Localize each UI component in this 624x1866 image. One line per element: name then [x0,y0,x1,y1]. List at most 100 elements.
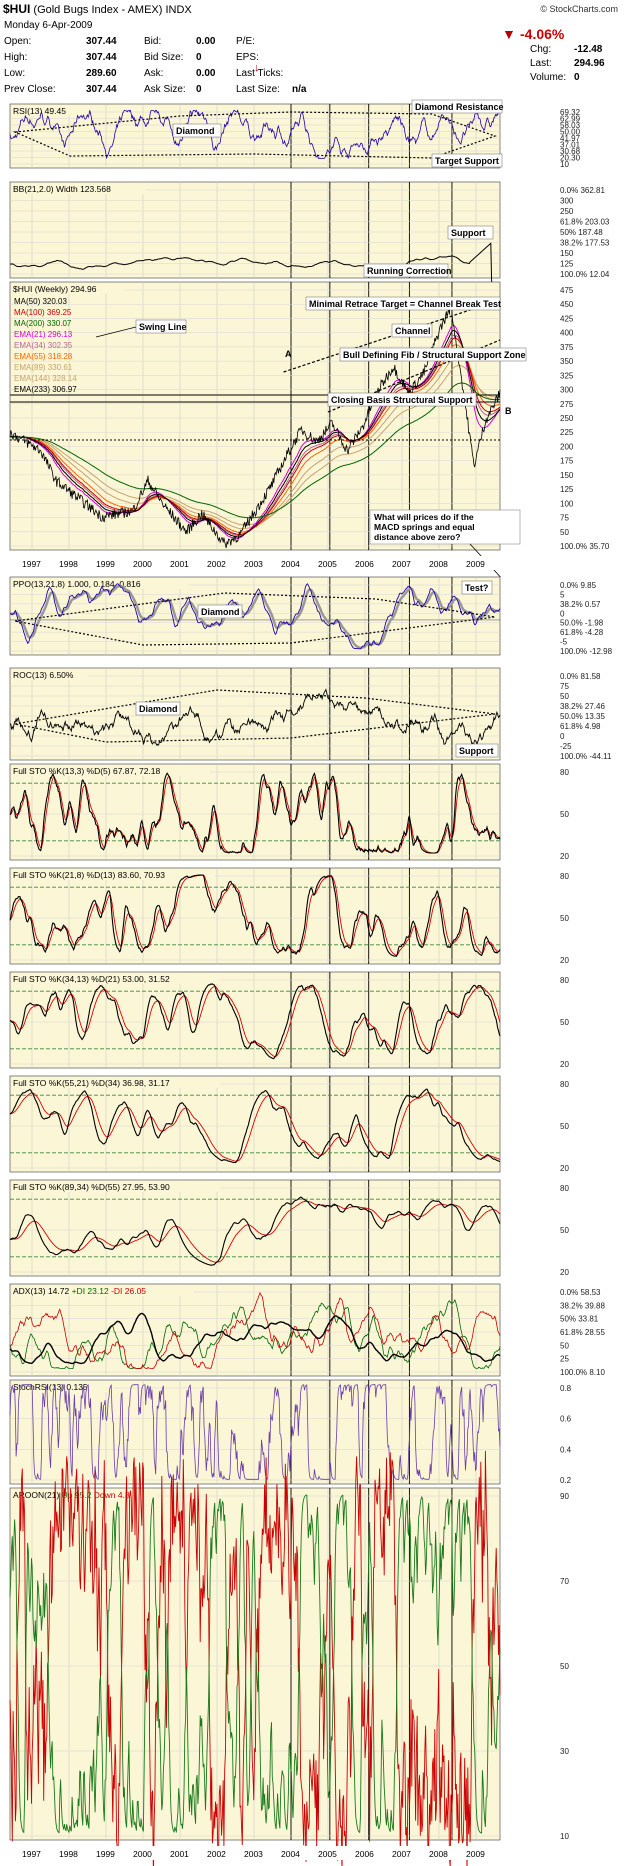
sto3-d-line [10,986,501,1057]
rsi-axis-label-1: 62.99 [560,115,581,124]
sto4-title: Full STO %K(55,21) %D(34) 36.98, 31.17 [13,1078,170,1088]
sto4-axis-label-2: 20 [560,1164,569,1173]
bb-axis-label-7: 125 [560,260,574,269]
bottom-year-axis-band [0,1846,624,1860]
price-legend-7: EMA(144) 328.14 [14,374,77,383]
ppo-annotation-test-box [461,580,493,595]
quote-row-3-l2: Ask Size: [144,84,186,95]
adx-axis-label-4: 50 [560,1341,569,1350]
sto3-title-bg [11,973,221,984]
price-axis-label-15: 100 [560,499,574,508]
roc-axis-label-1: 75 [560,682,569,691]
quote-header: $HUI (Gold Bugs Index - AMEX) INDX © Sto… [0,0,624,104]
sto4-d-line [9,1092,501,1162]
quote-date: Monday 6-Apr-2009 [4,20,93,31]
roc-diamond [14,689,496,743]
sto3-k-line [9,983,501,1060]
price-label-a: A [285,349,292,359]
adx-title-seg-2: -DI 26.05 [111,1286,146,1296]
price-year-axis-2002: 2002 [207,559,226,569]
price-annotation-swing-line-box [135,319,187,334]
rsi-annotation-target-support-box [431,153,503,168]
quote-row-3-v3: n/a [292,84,307,95]
price-year-axis-1998: 1998 [59,559,78,569]
price-annotation-channel: Channel [395,326,431,336]
roc-axis-label-3: 38.2% 27.46 [560,702,605,711]
roc-axis-label-6: 0 [560,732,565,741]
rsi-axis-label-4: 41.97 [560,134,581,143]
price-axis-label-16: 75 [560,514,569,523]
sto2-axis-label-2: 20 [560,956,569,965]
price-channel-top [283,299,501,373]
price-annotation-swing-line: Swing Line [139,322,187,332]
adx-axis-label-0: 0.0% 58.53 [560,1288,601,1297]
quote-row-1-v2: 0 [196,52,202,63]
bottom-year-axis-2004: 2004 [281,1849,300,1859]
bb-axis-label-6: 150 [560,249,574,258]
rsi-line [9,109,500,160]
ppo-axis-label-7: 100.0% -12.98 [560,647,613,656]
price-year-axis-2007: 2007 [392,559,411,569]
price-annotation-closing-support-box [327,392,477,407]
bb-title-bg [11,183,147,194]
quote-row-1-l3: EPS: [236,52,259,63]
price-swing-pointer [95,326,137,338]
stochrsi-axis-label-3: 0.2 [560,1476,572,1485]
last-tick-down-icon: ↓ [254,62,260,74]
bb-annotation-running-correction-box [363,263,449,278]
aroon-title-bg [11,1489,157,1500]
sto1-axis-label-1: 50 [560,810,569,819]
price-annotation-closing-support: Closing Basis Structural Support [331,395,473,405]
sto4-axis-label-0: 80 [560,1080,569,1089]
rsi-diamond [12,111,497,159]
bottom-year-axis-2000: 2000 [133,1849,152,1859]
bb-axis-label-0: 0.0% 362.81 [560,186,605,195]
sto1-title-bg [11,765,210,776]
sto1-axis-label-0: 80 [560,768,569,777]
stochrsi-axis-label-2: 0.4 [560,1445,572,1454]
rsi-axis-label-8: 10 [560,160,569,169]
sto1-axis-label-2: 20 [560,852,569,861]
price-year-axis-2004: 2004 [281,559,300,569]
sto2-d-line [9,874,501,956]
rsi-axis-label-5: 37.01 [560,141,581,150]
adx-title-bg [11,1285,194,1296]
price-axis-label-0: 475 [560,286,574,295]
sto2-k-line [9,874,501,957]
bb-annotation-support: Support [451,228,486,238]
roc-axis-label-7: -25 [560,742,572,751]
bottom-year-axis-2003: 2003 [244,1849,263,1859]
bottom-year-axis-2005: 2005 [318,1849,337,1859]
quote-row-0-v1: 307.44 [86,36,117,47]
ppo-title-bg [11,578,189,589]
right-quote-value-0: -12.48 [574,44,603,55]
price-axis-label-1: 450 [560,300,574,309]
sto4-axis-label-1: 50 [560,1122,569,1131]
price-year-axis-1999: 1999 [96,559,115,569]
price-legend-1: MA(100) 369.25 [14,308,72,317]
rsi-annotation-diamond-resistance: Diamond Resistance [415,102,504,112]
ppo-axis-label-5: 61.8% -4.28 [560,628,604,637]
sto2-title-bg [11,869,216,880]
adx-title-seg-1: +DI 23.12 [72,1286,111,1296]
price-axis-label-8: 275 [560,400,574,409]
price-axis-label-4: 375 [560,343,574,352]
ppo-line [9,583,501,650]
adx-plot-area [9,1283,501,1377]
bb-axis-label-3: 61.8% 203.03 [560,218,610,227]
price-title-bg [11,283,125,294]
price-legend-3: EMA(21) 296.13 [14,330,73,339]
sto5-title-bg [11,1181,221,1192]
sto2-title: Full STO %K(21,8) %D(13) 83.60, 70.93 [13,870,165,880]
adx-axis-label-2: 50% 33.81 [560,1315,599,1324]
sto4-plot-area [9,1075,501,1173]
sto1-k-line [9,772,501,854]
rsi-annotation-diamond-box [172,123,222,138]
quote-row-3-l3: Last Size: [236,84,280,95]
stochrsi-line [9,1383,501,1480]
price-axis-label-14: 125 [560,485,574,494]
bottom-year-axis-2009: 2009 [466,1849,485,1859]
sto5-plot-area [9,1179,501,1277]
sto5-k-line [9,1196,501,1266]
sto5-axis-label-1: 50 [560,1226,569,1235]
